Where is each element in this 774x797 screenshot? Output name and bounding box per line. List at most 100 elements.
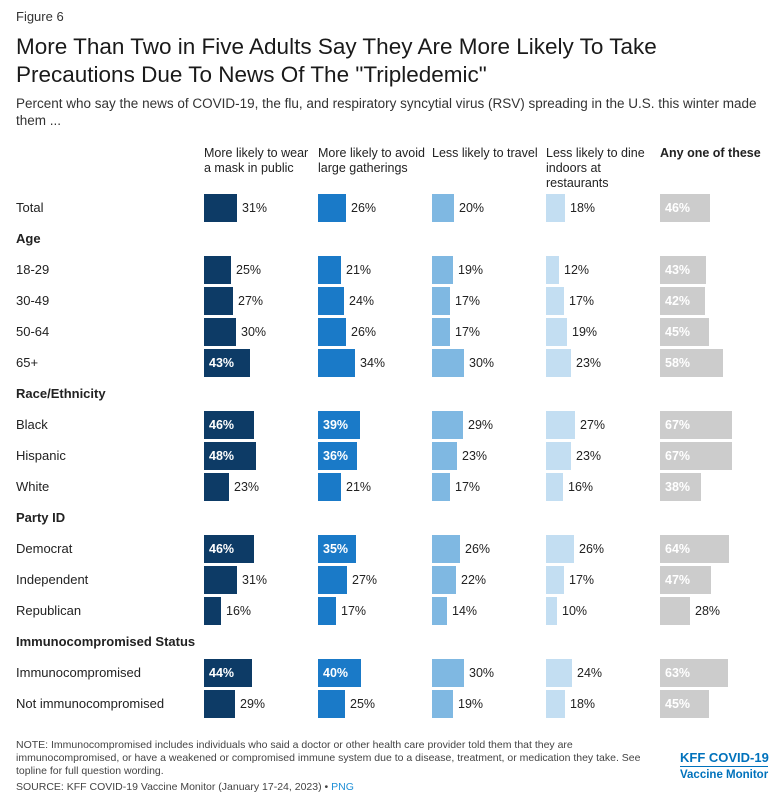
source-text: SOURCE: KFF COVID-19 Vaccine Monitor (Ja… [16,781,329,793]
bar [546,535,574,563]
bar [204,411,254,439]
data-label: 47% [665,573,691,587]
data-label: 28% [695,604,721,618]
bar [660,349,723,377]
data-label: 16% [568,480,594,494]
bar [318,287,344,315]
data-label: 27% [352,573,378,587]
bar [660,318,709,346]
bar [546,256,559,284]
data-label: 46% [209,542,235,556]
bar [432,318,450,346]
bar [318,442,357,470]
bar [204,473,229,501]
bar [204,287,233,315]
source-line: SOURCE: KFF COVID-19 Vaccine Monitor (Ja… [16,781,354,793]
bar [318,535,356,563]
bar [204,349,250,377]
bar [432,659,464,687]
kff-logo: KFF COVID-19 Vaccine Monitor [680,750,770,783]
data-label: 20% [459,201,485,215]
data-label: 19% [458,697,484,711]
bar [546,411,575,439]
data-label: 30% [469,356,495,370]
bar [432,256,453,284]
bar [432,349,464,377]
data-label: 17% [455,325,481,339]
data-label: 19% [572,325,598,339]
bar [660,535,729,563]
bar [204,318,236,346]
data-label: 26% [351,201,377,215]
data-label: 24% [349,294,375,308]
data-label: 29% [240,697,266,711]
bar [546,349,571,377]
column-header-1: More likely to wear a mask in public [204,146,309,175]
row-label: Black [16,417,48,432]
bar [660,442,732,470]
data-label: 14% [452,604,478,618]
data-label: 17% [569,294,595,308]
bar [432,690,453,718]
data-label: 31% [242,573,268,587]
bar [318,349,355,377]
bar [432,566,456,594]
data-label: 64% [665,542,691,556]
data-label: 38% [665,480,691,494]
data-label: 43% [665,263,691,277]
png-link[interactable]: PNG [331,781,354,793]
bar [318,256,341,284]
data-label: 26% [579,542,605,556]
data-label: 63% [665,666,691,680]
bar [432,287,450,315]
section-header: Party ID [16,510,66,525]
row-label: White [16,479,50,494]
data-label: 58% [665,356,691,370]
bar [546,442,571,470]
bar [432,597,447,625]
bar [660,256,706,284]
row-label: Immunocompromised [16,665,141,680]
data-label: 16% [226,604,252,618]
data-label: 21% [346,263,372,277]
bar [204,659,252,687]
bar [204,566,237,594]
data-label: 23% [576,356,602,370]
bar [546,597,557,625]
bar [660,690,709,718]
column-header-5: Any one of these [660,146,761,160]
data-label: 30% [241,325,267,339]
data-label: 26% [465,542,491,556]
bar [546,318,567,346]
data-label: 17% [569,573,595,587]
data-label: 34% [360,356,386,370]
row-label: 30-49 [16,293,50,308]
chart-title: More Than Two in Five Adults Say They Ar… [16,34,657,87]
data-label: 35% [323,542,349,556]
data-label: 39% [323,418,349,432]
row-label: Total [16,200,44,215]
bar [432,535,460,563]
data-label: 21% [346,480,372,494]
row-label: Republican [16,603,82,618]
data-label: 46% [665,201,691,215]
data-label: 17% [455,480,481,494]
data-label: 25% [236,263,262,277]
data-label: 18% [570,201,596,215]
row-label: Not immunocompromised [16,696,165,711]
bar [546,659,572,687]
data-label: 42% [665,294,691,308]
bar [660,566,711,594]
bar [660,411,732,439]
data-label: 17% [455,294,481,308]
bar [204,194,237,222]
bar [546,690,565,718]
bar [660,194,710,222]
row-label: 18-29 [16,262,50,277]
bar [546,194,565,222]
data-label: 22% [461,573,487,587]
column-header-2: More likely to avoid large gatherings [318,146,425,175]
bar [204,535,254,563]
bar [318,659,361,687]
bar [432,442,457,470]
